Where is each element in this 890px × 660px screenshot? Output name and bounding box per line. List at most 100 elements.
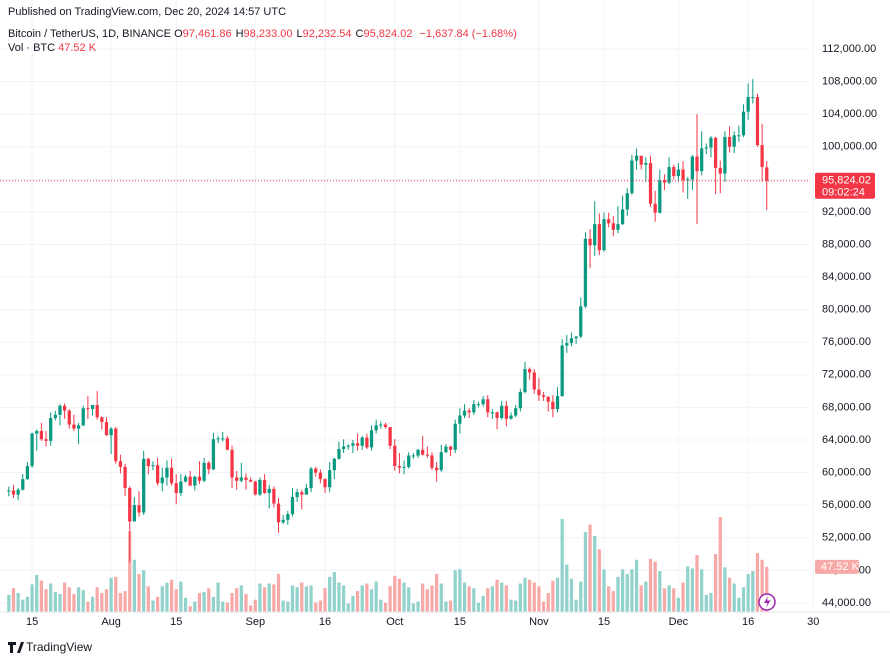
candle-body [337, 448, 341, 459]
candle-body [541, 395, 546, 397]
candle-body [174, 483, 178, 493]
volume-bar [104, 589, 109, 612]
volume-bar [588, 524, 592, 612]
volume-bar [593, 536, 597, 612]
volume-bar [253, 599, 257, 612]
volume-bar [309, 585, 313, 612]
volume-bar [295, 587, 299, 612]
candle-body [369, 430, 374, 448]
candle-body [625, 193, 629, 210]
candle-body [518, 391, 522, 409]
volume-bar [751, 571, 755, 612]
volume-bar [737, 597, 741, 612]
volume-bar [118, 593, 123, 612]
volume-bar [95, 587, 99, 612]
volume-bar [425, 589, 429, 612]
volume-bar [727, 577, 732, 612]
candle-body [532, 372, 536, 390]
volume-bar [351, 595, 355, 612]
candle-body [574, 336, 578, 339]
volume-bar [555, 577, 560, 612]
volume-bar [741, 587, 746, 612]
volume-bar [527, 579, 532, 612]
volume-bar [523, 577, 527, 612]
volume-bar [202, 592, 206, 612]
candle-body [211, 439, 216, 470]
volume-tag-label: 47.52 K [821, 561, 860, 573]
candle-body [727, 136, 732, 147]
candle-body [411, 455, 415, 457]
candle-body [35, 431, 39, 434]
volume-bar [276, 574, 281, 612]
candle-body [351, 443, 355, 446]
candle-body [639, 155, 643, 165]
volume-bar [132, 559, 137, 612]
candle-body [737, 135, 741, 137]
published: Published on TradingView.com, Dec 20, 20… [8, 6, 287, 18]
candle-body [332, 458, 336, 471]
volume-bar [565, 564, 569, 612]
candle-body [202, 462, 206, 481]
volume-bar [746, 574, 750, 612]
candle-body [444, 446, 448, 453]
volume-bar [128, 531, 132, 612]
candle-body [169, 467, 174, 484]
ohlc-values: O97,461.86 H98,233.00 L92,232.54 C95,824.02 [174, 28, 416, 40]
candle-body [662, 180, 667, 183]
candle-body [72, 424, 76, 429]
countdown: 09:02:24 [822, 187, 865, 199]
ohlc-key: L [296, 28, 303, 40]
x-tick-label: Dec [669, 616, 689, 628]
brand: TradingView [26, 640, 92, 654]
volume-bar [537, 586, 541, 612]
candle-body [374, 425, 378, 431]
last-price-tag [815, 172, 875, 199]
volume-bar [672, 588, 676, 612]
volume-bar [365, 583, 369, 612]
volume-bar [67, 587, 71, 612]
volume-bar [490, 586, 495, 612]
y-tick-label: 112,000.00 [822, 43, 876, 55]
volume-bar [704, 594, 708, 612]
candle-body [565, 343, 569, 346]
candle-body [746, 97, 750, 112]
volume-bar [221, 601, 225, 612]
x-tick-label: Sep [245, 616, 265, 628]
candle-body [156, 465, 160, 484]
volume-bar [448, 600, 453, 612]
candle-body [183, 476, 188, 482]
y-tick-label: 68,000.00 [822, 401, 871, 413]
volume-bar [681, 582, 685, 612]
candle-body [402, 466, 406, 468]
candle-body [383, 424, 388, 427]
volume-bar [76, 587, 81, 612]
y-tick-label: 80,000.00 [822, 304, 871, 316]
volume-bar [541, 601, 546, 612]
volume-bar [142, 570, 146, 612]
volume-bar [755, 553, 760, 612]
ohlc-value: 95,824.02 [363, 28, 413, 40]
y-tick-label: 108,000.00 [822, 75, 877, 87]
volume-bar [81, 590, 85, 612]
volume-bar [569, 578, 574, 612]
candle-body [486, 399, 490, 413]
y-tick-label: 84,000.00 [822, 271, 871, 283]
candle-body [439, 452, 443, 471]
logo: TradingView [8, 640, 92, 654]
candle-body [109, 428, 113, 436]
volume-bar [39, 580, 44, 612]
volume-name: Vol · BTC [8, 42, 56, 54]
candle-body [146, 458, 150, 467]
candle-body [713, 137, 718, 168]
volume-bar [235, 588, 239, 612]
candle-body [690, 156, 694, 180]
candle-body [407, 455, 411, 467]
symbol-legend: Bitcoin / TetherUS, 1D, BINANCE O97,461.… [8, 28, 517, 40]
volume-bar [193, 601, 197, 612]
candle-body [458, 415, 462, 424]
candle-body [295, 492, 299, 498]
x-tick-label: 15 [170, 616, 182, 628]
candle-body [81, 408, 85, 426]
volume-bar [374, 581, 378, 612]
volume-bar [462, 582, 467, 612]
